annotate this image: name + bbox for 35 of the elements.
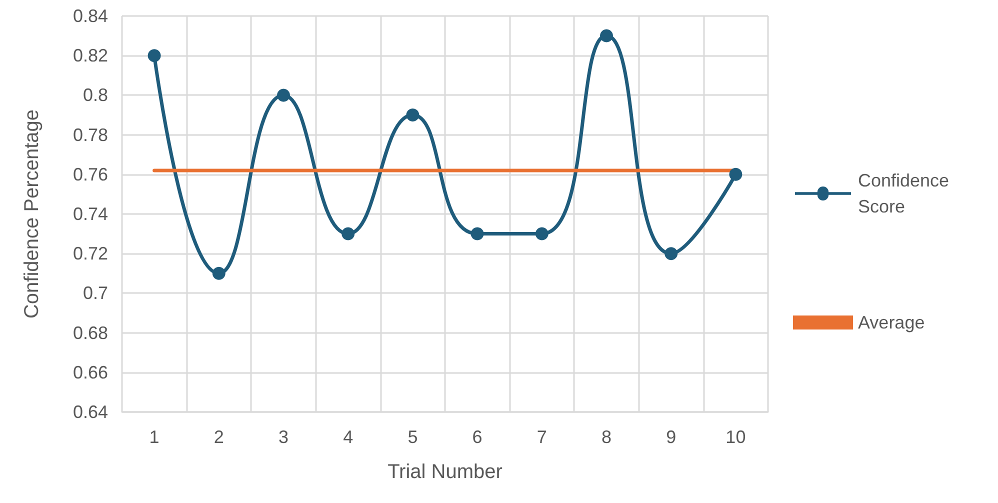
legend-label: Average — [858, 312, 925, 332]
point — [470, 227, 484, 240]
point — [148, 49, 161, 62]
y-tick-label: 0.64 — [72, 402, 108, 422]
y-tick-label: 0.7 — [82, 283, 108, 304]
x-tick-label: 8 — [601, 427, 612, 447]
x-tick-label: 6 — [472, 427, 482, 447]
x-axis-title: Trial Number — [388, 461, 503, 483]
y-axis-title: Confidence Percentage — [21, 109, 43, 319]
x-tick-label: 9 — [666, 427, 676, 447]
y-tick-label: 0.78 — [72, 124, 108, 145]
point — [406, 108, 420, 122]
point — [212, 266, 226, 280]
x-tick-label: 4 — [343, 427, 354, 447]
y-tick-label: 0.66 — [72, 362, 108, 382]
x-tick-label: 3 — [278, 427, 289, 447]
point — [664, 247, 678, 260]
point — [729, 168, 742, 181]
y-tick-label: 0.72 — [72, 244, 108, 264]
x-tick-label: 1 — [149, 427, 160, 447]
x-tick-label: 10 — [726, 427, 746, 447]
point — [342, 227, 355, 240]
x-tick-label: 5 — [408, 427, 418, 447]
point — [535, 227, 548, 240]
x-tick-label: 7 — [536, 427, 547, 447]
x-tick-label: 2 — [214, 427, 224, 447]
y-tick-label: 0.74 — [72, 204, 108, 224]
y-tick-label: 0.84 — [72, 6, 108, 26]
legend-label: Confidence Score — [858, 170, 954, 216]
y-tick-label: 0.82 — [72, 46, 108, 66]
y-tick-label: 0.8 — [82, 85, 108, 106]
point — [600, 29, 613, 42]
point — [277, 88, 290, 102]
y-tick-label: 0.76 — [72, 164, 108, 184]
y-tick-label: 0.68 — [72, 322, 108, 343]
